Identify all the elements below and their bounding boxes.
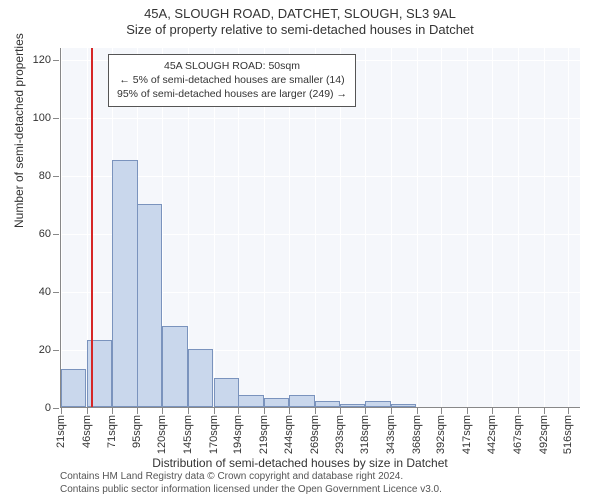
- x-tick-label: 120sqm: [156, 415, 168, 454]
- footer-line2: Contains public sector information licen…: [60, 484, 442, 497]
- x-tick: [467, 408, 468, 414]
- histogram-bar: [391, 404, 416, 407]
- histogram-bar: [137, 204, 162, 407]
- x-tick: [188, 408, 189, 414]
- gridline-v: [568, 48, 569, 407]
- x-tick-label: 492sqm: [538, 415, 550, 454]
- x-tick-label: 46sqm: [81, 415, 93, 448]
- annotation-line2: ← 5% of semi-detached houses are smaller…: [117, 73, 347, 87]
- gridline-v: [492, 48, 493, 407]
- annotation-line3: 95% of semi-detached houses are larger (…: [117, 87, 347, 101]
- y-tick-label: 40: [39, 286, 51, 298]
- x-tick-label: 269sqm: [309, 415, 321, 454]
- x-tick-label: 442sqm: [486, 415, 498, 454]
- marker-line: [91, 48, 93, 407]
- y-tick: [53, 118, 59, 119]
- histogram-bar: [188, 349, 213, 407]
- x-tick: [544, 408, 545, 414]
- x-tick-label: 145sqm: [182, 415, 194, 454]
- x-tick: [112, 408, 113, 414]
- gridline-v: [61, 48, 62, 407]
- histogram-bar: [289, 395, 314, 407]
- histogram-bar: [162, 326, 187, 407]
- x-tick: [289, 408, 290, 414]
- chart-title-block: 45A, SLOUGH ROAD, DATCHET, SLOUGH, SL3 9…: [0, 0, 600, 37]
- x-tick-label: 293sqm: [334, 415, 346, 454]
- x-tick-label: 318sqm: [359, 415, 371, 454]
- footer-note: Contains HM Land Registry data © Crown c…: [60, 471, 442, 496]
- gridline-v: [441, 48, 442, 407]
- x-tick: [162, 408, 163, 414]
- x-tick: [87, 408, 88, 414]
- x-tick-label: 392sqm: [435, 415, 447, 454]
- x-tick-label: 71sqm: [106, 415, 118, 448]
- y-tick: [53, 234, 59, 235]
- y-tick: [53, 176, 59, 177]
- y-tick-label: 100: [33, 112, 51, 124]
- x-tick-label: 194sqm: [232, 415, 244, 454]
- histogram-bar: [264, 398, 289, 407]
- x-tick-label: 21sqm: [55, 415, 67, 448]
- histogram-bar: [214, 378, 239, 407]
- x-axis-label: Distribution of semi-detached houses by …: [0, 456, 600, 470]
- histogram-bar: [340, 404, 365, 407]
- x-tick: [492, 408, 493, 414]
- y-tick-label: 0: [45, 402, 51, 414]
- x-tick: [315, 408, 316, 414]
- histogram-bar: [238, 395, 263, 407]
- histogram-bar: [315, 401, 340, 407]
- gridline-v: [467, 48, 468, 407]
- histogram-bar: [112, 160, 137, 407]
- histogram-bar: [61, 369, 86, 407]
- x-tick: [417, 408, 418, 414]
- x-tick-label: 417sqm: [461, 415, 473, 454]
- gridline-v: [544, 48, 545, 407]
- gridline-v: [391, 48, 392, 407]
- x-tick-label: 343sqm: [385, 415, 397, 454]
- y-tick-label: 20: [39, 344, 51, 356]
- x-tick: [340, 408, 341, 414]
- x-tick: [264, 408, 265, 414]
- gridline-v: [518, 48, 519, 407]
- x-tick: [391, 408, 392, 414]
- histogram-bar: [365, 401, 390, 407]
- chart-title-main: 45A, SLOUGH ROAD, DATCHET, SLOUGH, SL3 9…: [0, 6, 600, 21]
- x-tick: [238, 408, 239, 414]
- y-tick: [53, 350, 59, 351]
- y-tick-label: 60: [39, 228, 51, 240]
- x-tick: [518, 408, 519, 414]
- x-tick-label: 467sqm: [512, 415, 524, 454]
- annotation-line1: 45A SLOUGH ROAD: 50sqm: [117, 59, 347, 73]
- x-tick-label: 170sqm: [208, 415, 220, 454]
- x-tick-label: 368sqm: [411, 415, 423, 454]
- chart-title-sub: Size of property relative to semi-detach…: [0, 22, 600, 37]
- y-axis-label: Number of semi-detached properties: [12, 33, 26, 228]
- chart-area: 02040608010012021sqm46sqm71sqm95sqm120sq…: [60, 48, 580, 408]
- annotation-box: 45A SLOUGH ROAD: 50sqm ← 5% of semi-deta…: [108, 54, 356, 107]
- x-tick: [61, 408, 62, 414]
- x-tick-label: 219sqm: [258, 415, 270, 454]
- footer-line1: Contains HM Land Registry data © Crown c…: [60, 471, 442, 484]
- y-tick: [53, 408, 59, 409]
- y-tick-label: 80: [39, 170, 51, 182]
- gridline-h: [61, 408, 580, 409]
- x-tick: [568, 408, 569, 414]
- x-tick: [137, 408, 138, 414]
- x-tick: [365, 408, 366, 414]
- x-tick: [441, 408, 442, 414]
- x-tick-label: 95sqm: [131, 415, 143, 448]
- gridline-v: [365, 48, 366, 407]
- gridline-h: [61, 176, 580, 177]
- x-tick-label: 244sqm: [283, 415, 295, 454]
- y-tick: [53, 60, 59, 61]
- gridline-h: [61, 118, 580, 119]
- x-tick-label: 516sqm: [562, 415, 574, 454]
- gridline-v: [417, 48, 418, 407]
- x-tick: [214, 408, 215, 414]
- y-tick: [53, 292, 59, 293]
- y-tick-label: 120: [33, 54, 51, 66]
